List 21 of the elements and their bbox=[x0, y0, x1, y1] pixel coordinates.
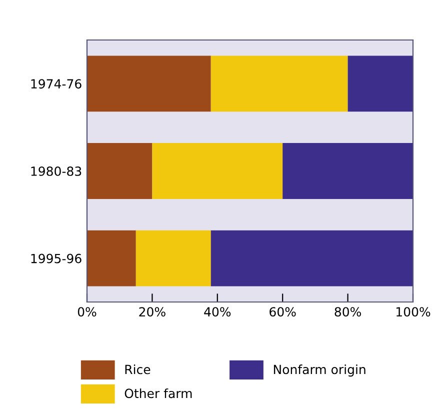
bar bbox=[87, 56, 211, 112]
bar bbox=[87, 230, 136, 286]
y-tick-label: 1980-83 bbox=[31, 166, 82, 176]
x-tick-label: 60% bbox=[270, 307, 296, 317]
x-tick-label: 0% bbox=[78, 307, 96, 317]
bar bbox=[282, 143, 413, 199]
y-tick-label: 1974-76 bbox=[31, 79, 82, 89]
x-tick-label: 100% bbox=[396, 307, 430, 317]
x-tick-label: 40% bbox=[204, 307, 231, 317]
bar bbox=[348, 56, 413, 112]
bar bbox=[87, 143, 152, 199]
bar bbox=[136, 230, 211, 286]
legend-label: Nonfarm origin bbox=[274, 364, 366, 377]
bar bbox=[210, 56, 348, 112]
x-tick-label: 20% bbox=[139, 307, 166, 317]
bar bbox=[210, 230, 413, 286]
x-tick-label: 80% bbox=[334, 307, 361, 317]
bar bbox=[152, 143, 283, 199]
y-tick-label: 1995-96 bbox=[31, 254, 82, 264]
legend-label: Rice bbox=[125, 364, 150, 374]
legend-label: Other farm bbox=[124, 388, 192, 398]
